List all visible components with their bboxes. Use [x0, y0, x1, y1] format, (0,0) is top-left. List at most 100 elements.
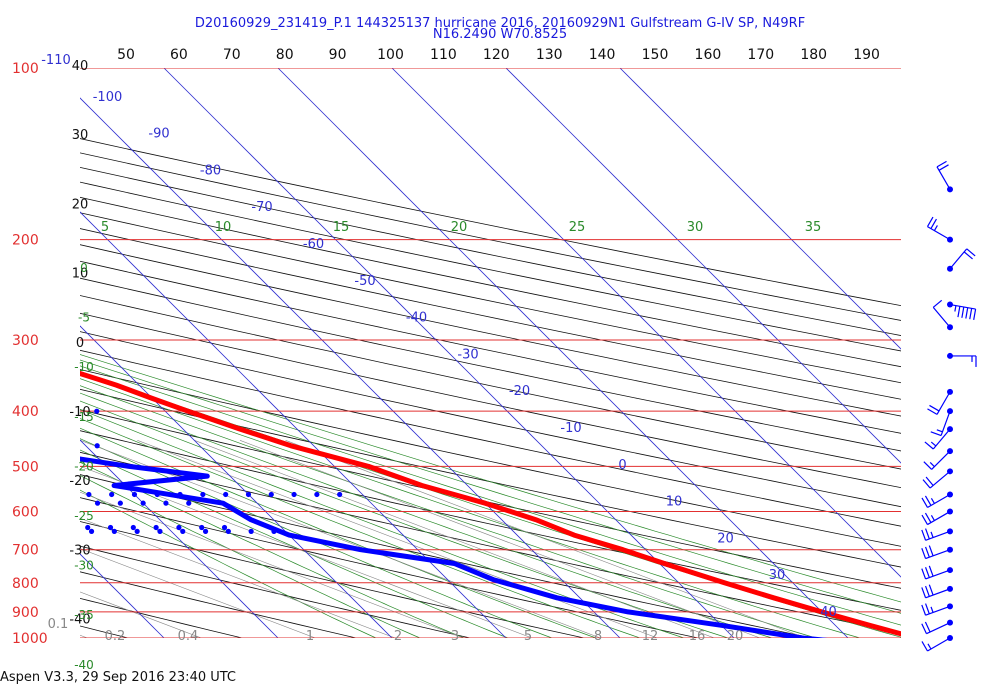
top-axis-tick-label: 150	[642, 47, 669, 63]
mixing-ratio-label: 1	[306, 629, 314, 644]
wind-barb-full-flag	[925, 567, 930, 578]
moist-adiabat-line	[80, 354, 901, 603]
wind-barb	[947, 248, 976, 272]
dewpoint-scatter-point	[131, 491, 138, 498]
dewpoint-scatter-point	[157, 528, 163, 534]
theta-e-label: 25	[569, 220, 586, 235]
isotherm-line	[277, 68, 849, 638]
wind-barb	[921, 603, 953, 616]
isotherm-line	[80, 97, 621, 638]
isotherm-line	[391, 68, 901, 578]
mixing-ratio-label: 0.2	[105, 629, 126, 644]
wind-barb-half-flag	[936, 429, 943, 433]
dry-adiabat-line	[80, 260, 901, 434]
wind-barb-half-flag	[930, 497, 935, 504]
dry-adiabat-line	[80, 181, 901, 352]
pressure-tick-label: 100	[12, 61, 39, 77]
dry-adiabat-line	[80, 166, 901, 336]
dewpoint-scatter-point	[202, 528, 209, 534]
dry-adiabat-line	[80, 349, 901, 527]
wind-barb	[923, 448, 953, 470]
dewpoint-scatter-point	[49, 443, 54, 448]
dry-adiabat-line	[80, 331, 901, 508]
wind-barb-full-flag	[936, 160, 947, 168]
theta-e-label: 20	[451, 220, 468, 235]
dewpoint-scatter-point	[268, 491, 274, 498]
dewpoint-scatter-point	[3, 443, 8, 448]
wind-barb-full-flag	[969, 308, 973, 320]
wind-barb-shaft	[949, 248, 968, 270]
dry-adiabat-line	[80, 212, 901, 384]
dewpoint-scatter-point	[314, 491, 320, 498]
dry-adiabat-line	[80, 545, 472, 638]
pressure-tick-label: 1000	[12, 631, 48, 647]
dewpoint-scatter-point	[199, 524, 205, 531]
dewpoint-scatter-point	[94, 443, 100, 449]
wind-barb-shaft	[931, 450, 951, 470]
dewpoint-scatter-point	[86, 491, 92, 498]
wind-barb-shaft	[940, 410, 951, 436]
dewpoint-scatter-point	[223, 491, 229, 498]
mixing-ratio-label: 8	[594, 629, 602, 644]
left-theta-e-label: -5	[78, 311, 90, 325]
isotherm-label: -20	[509, 384, 530, 399]
wind-barb-half-flag	[930, 515, 935, 521]
isotherm-line	[80, 439, 279, 638]
wind-barb-full-flag	[921, 514, 929, 525]
dewpoint-scatter-point	[49, 409, 54, 414]
wind-barb-full-flag	[973, 308, 977, 320]
left-theta-e-label: 0	[80, 261, 88, 275]
wind-barb-full-flag	[921, 568, 927, 580]
top-axis-tick-label: 60	[170, 47, 188, 63]
wind-barb-shaft	[926, 622, 951, 635]
dewpoint-scatter-point	[85, 524, 91, 531]
theta-e-label: 15	[333, 220, 350, 235]
wind-barb-full-flag	[957, 306, 961, 318]
dewpoint-scatter-point	[180, 528, 186, 534]
wind-barb-full-flag	[932, 299, 943, 308]
isotherm-label: -70	[251, 200, 272, 215]
dewpoint-scatter-point	[153, 524, 159, 531]
dewpoint-scatter-point	[4, 501, 9, 506]
wind-barb-full-flag	[963, 251, 973, 260]
wind-barb-full-flag	[921, 604, 927, 616]
dewpoint-scatter-point	[221, 524, 228, 531]
dewpoint-scatter-point	[2, 396, 7, 401]
dewpoint-scatter-point	[186, 500, 192, 506]
isotherm-label: -80	[200, 163, 221, 178]
top-axis-tick-label: 120	[483, 47, 510, 63]
isotherm-line	[80, 325, 393, 638]
dry-adiabat-line	[80, 196, 901, 368]
wind-barb	[921, 619, 953, 635]
wind-barb-full-flag	[924, 621, 931, 633]
wind-barb-full-flag	[922, 479, 931, 489]
wind-barb-full-flag	[927, 408, 938, 415]
mixing-ratio-label: 2	[394, 629, 402, 644]
dewpoint-scatter-point	[154, 491, 160, 498]
top-axis-tick-label: 110	[430, 47, 457, 63]
wind-barb-full-flag	[921, 641, 929, 652]
moist-adiabat-line	[80, 449, 509, 638]
pressure-tick-label: 300	[12, 333, 39, 349]
dry-adiabat-line	[80, 497, 700, 638]
theta-e-label: 30	[687, 220, 704, 235]
dewpoint-scatter-point	[130, 524, 136, 531]
dewpoint-scatter-point	[72, 443, 77, 448]
top-axis-tick-label: 160	[695, 47, 722, 63]
left-theta-e-label: -40	[74, 658, 94, 672]
dewpoint-scatter-point	[225, 528, 231, 534]
top-axis-tick-label: 50	[117, 47, 135, 63]
wind-barb-half-flag	[930, 606, 934, 613]
dewpoint-scatter-point	[109, 491, 115, 498]
wind-barb-full-flag	[925, 528, 930, 540]
wind-barb-full-flag	[925, 585, 930, 597]
dewpoint-scatter-point	[24, 396, 29, 401]
left-scale-label: 30	[72, 128, 89, 143]
top-axis-tick-label: 90	[329, 47, 347, 63]
dewpoint-scatter-point	[163, 500, 169, 506]
dewpoint-scatter-point	[0, 426, 3, 431]
dewpoint-scatter-point	[177, 491, 183, 498]
mixing-ratio-label: 0.4	[178, 629, 199, 644]
moist-adiabat-line	[80, 365, 901, 626]
wind-barb-full-flag	[965, 307, 969, 319]
